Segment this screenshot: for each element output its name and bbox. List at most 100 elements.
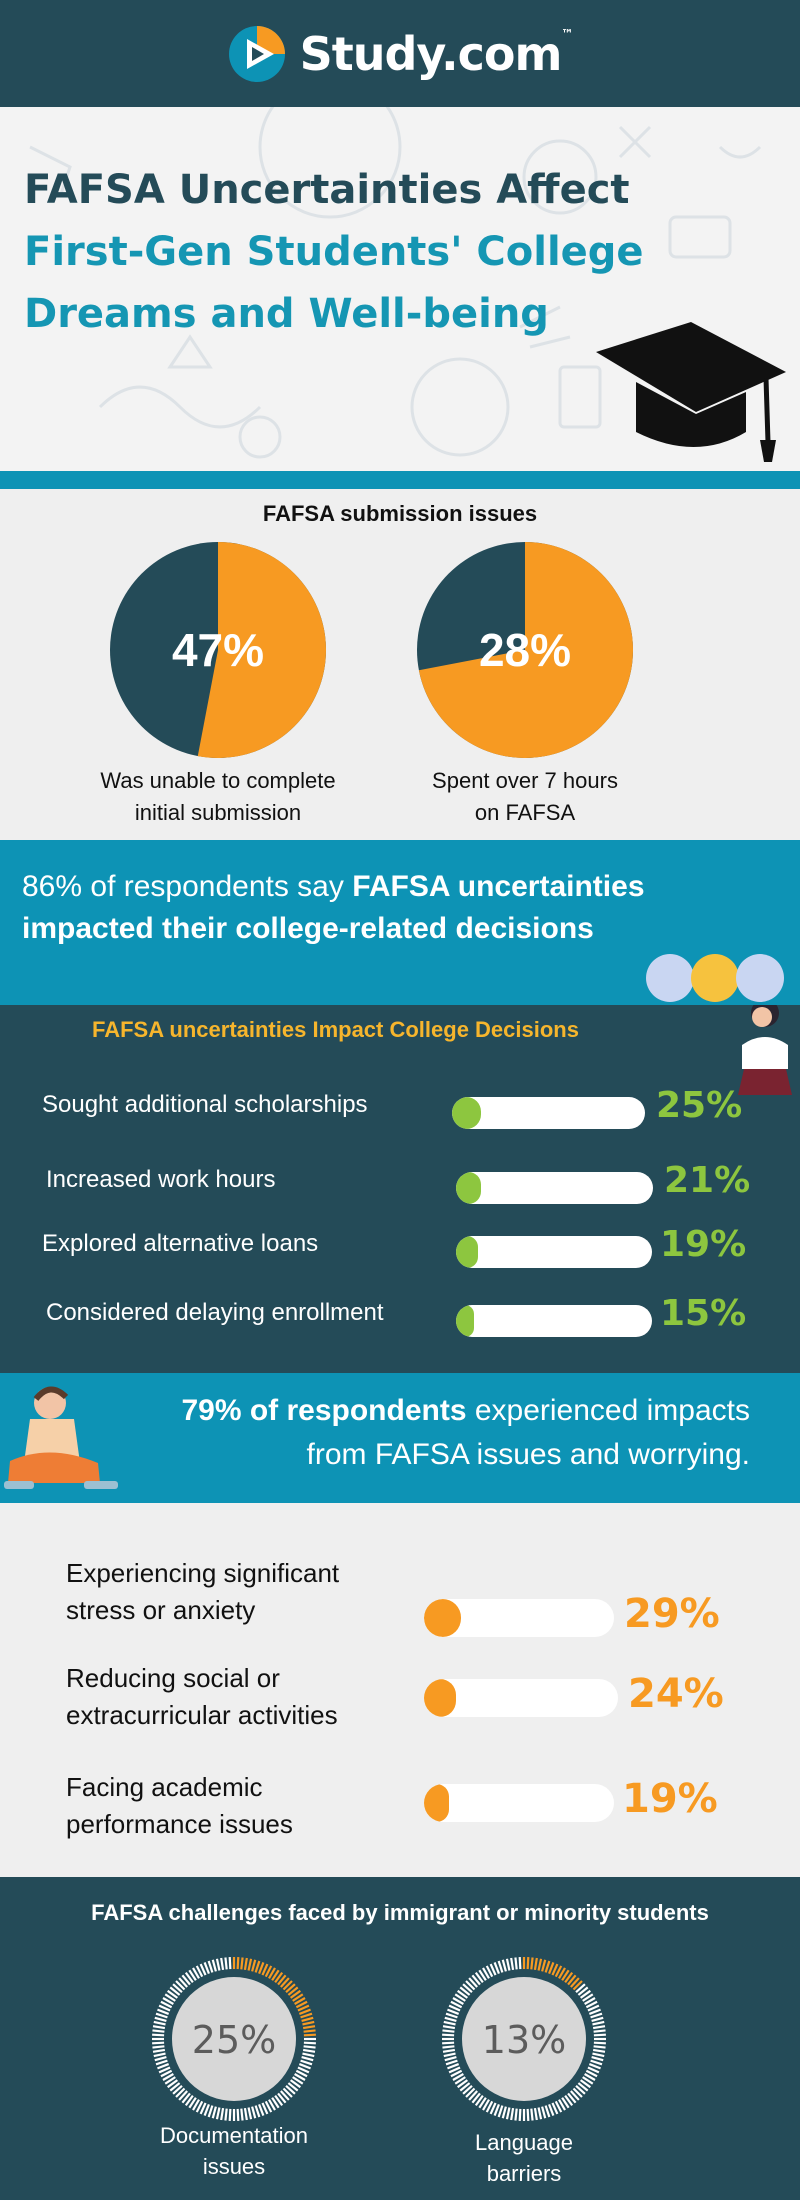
decisions-heading: FAFSA uncertainties Impact College Decis… bbox=[92, 1017, 579, 1042]
ring-tick-empty bbox=[530, 2108, 534, 2121]
ring-tick-filled bbox=[251, 1959, 257, 1972]
ring-tick-empty bbox=[228, 2108, 232, 2121]
ring-tick-empty bbox=[582, 2076, 594, 2085]
ring-center bbox=[172, 1977, 296, 2101]
decision-label: Explored alternative loans bbox=[42, 1230, 319, 1257]
decision-value: 19% bbox=[660, 1224, 747, 1265]
ring-tick-empty bbox=[247, 2107, 253, 2120]
impact-bar-track bbox=[424, 1599, 614, 1637]
ring-tick-empty bbox=[450, 2000, 463, 2009]
ring-tick-filled bbox=[258, 1962, 265, 1975]
ring-tick-filled bbox=[285, 1983, 296, 1993]
ring-tick-empty bbox=[505, 2107, 511, 2120]
stressed-student-icon bbox=[4, 1386, 118, 1489]
ring-tick-empty bbox=[505, 1958, 511, 1971]
ring-tick-empty bbox=[442, 2041, 455, 2045]
ring-tick-empty bbox=[303, 2045, 316, 2049]
ring-tick-filled bbox=[247, 1958, 253, 1971]
ring-tick-empty bbox=[178, 2090, 188, 2101]
site-header: Study.com™ bbox=[0, 0, 800, 107]
brand-name: Study.com™ bbox=[299, 26, 574, 81]
ring-tick-filled bbox=[289, 1989, 301, 1999]
ring-tick-filled bbox=[282, 1980, 293, 1991]
ring-tick-filled bbox=[295, 2000, 308, 2009]
ring-tick-empty bbox=[199, 2102, 207, 2115]
ring-tick-empty bbox=[228, 1957, 232, 1970]
ring-tick-empty bbox=[518, 1957, 522, 1970]
logo[interactable]: Study.com™ bbox=[228, 25, 573, 83]
pie-chart-seven-hours: 28% bbox=[417, 542, 633, 758]
ring-tick-filled bbox=[254, 1960, 261, 1973]
ring-tick-empty bbox=[298, 2063, 311, 2070]
decisions-banner: 86% of respondents say FAFSA uncertainti… bbox=[0, 840, 800, 1005]
ring-tick-empty bbox=[172, 2085, 183, 2095]
ring-tick-empty bbox=[172, 1983, 183, 1993]
ring-tick-empty bbox=[302, 2048, 316, 2053]
impact-bar-fill bbox=[424, 1679, 456, 1717]
ring-tick-empty bbox=[188, 2097, 197, 2109]
ring-tick-empty bbox=[157, 2008, 170, 2015]
pie-label-incomplete-submission: Was unable to complete initial submission bbox=[100, 768, 336, 825]
impact-label: Reducing social or extracurricular activi… bbox=[66, 1663, 338, 1730]
ring-tick-filled bbox=[292, 1993, 304, 2002]
ring-tick-empty bbox=[274, 2094, 284, 2106]
ring-tick-empty bbox=[442, 2048, 456, 2053]
ring-tick-empty bbox=[285, 2085, 296, 2095]
ring-tick-empty bbox=[268, 2099, 276, 2111]
ring-tick-empty bbox=[462, 1983, 473, 1993]
ring-tick-empty bbox=[153, 2052, 166, 2058]
ring-tick-empty bbox=[447, 2063, 460, 2070]
ring-tick-filled bbox=[526, 1957, 530, 1970]
ring-tick-empty bbox=[510, 1957, 515, 1971]
pie-chart-incomplete-submission: 47% bbox=[110, 542, 326, 758]
ring-tick-empty bbox=[152, 2048, 166, 2053]
ring-tick-empty bbox=[468, 2090, 478, 2101]
ring-tick-empty bbox=[236, 2108, 240, 2121]
ring-tick-filled bbox=[537, 1958, 543, 1971]
ring-tick-empty bbox=[160, 2069, 173, 2078]
ring-tick-empty bbox=[567, 2092, 577, 2104]
ring-tick-empty bbox=[287, 2082, 299, 2092]
ring-tick-empty bbox=[175, 2087, 186, 2098]
ring-tick-empty bbox=[474, 2094, 484, 2106]
ring-tick-empty bbox=[478, 1969, 487, 1981]
decision-bar-track bbox=[456, 1172, 653, 1204]
ring-tick-filled bbox=[301, 2016, 314, 2022]
ring-tick-empty bbox=[155, 2012, 168, 2019]
decision-value: 15% bbox=[660, 1293, 747, 1334]
ring-tick-empty bbox=[184, 2094, 194, 2106]
ring-tick-empty bbox=[572, 2087, 583, 2098]
ring-tick-empty bbox=[448, 2066, 461, 2074]
ring-tick-filled bbox=[561, 1969, 570, 1981]
ring-tick-empty bbox=[297, 2066, 310, 2074]
ring-tick-empty bbox=[207, 1960, 214, 1973]
ring-tick-empty bbox=[224, 1957, 228, 1970]
ring-tick-empty bbox=[593, 2029, 606, 2033]
ring-tick-empty bbox=[211, 1959, 217, 1972]
ring-tick-empty bbox=[452, 2073, 464, 2081]
ring-tick-empty bbox=[178, 1977, 188, 1988]
ring-tick-empty bbox=[590, 2059, 603, 2066]
ring-tick-empty bbox=[271, 2097, 280, 2109]
ring-tick-empty bbox=[199, 1963, 207, 1976]
ring-tick-empty bbox=[442, 2025, 456, 2030]
ring-tick-empty bbox=[591, 2056, 604, 2062]
banner-86-text: 86% of respondents say FAFSA uncertainti… bbox=[22, 870, 645, 945]
ring-tick-empty bbox=[280, 2090, 290, 2101]
ring-tick-empty bbox=[445, 2012, 458, 2019]
ring-value-label: 25% bbox=[192, 2018, 276, 2062]
ring-tick-empty bbox=[579, 2079, 591, 2089]
ring-tick-empty bbox=[485, 1965, 494, 1978]
ring-tick-filled bbox=[302, 2025, 316, 2030]
ring-label-documentation: Documentation issues bbox=[160, 2123, 308, 2179]
ring-tick-empty bbox=[224, 2108, 228, 2121]
ring-tick-filled bbox=[300, 2012, 313, 2019]
ring-tick-empty bbox=[153, 2020, 166, 2026]
ring-tick-filled bbox=[271, 1969, 280, 1981]
ring-tick-empty bbox=[164, 1993, 176, 2002]
ring-tick-filled bbox=[243, 1957, 248, 1971]
ring-tick-empty bbox=[591, 2016, 604, 2022]
ring-tick-empty bbox=[593, 2041, 606, 2045]
ring-tick-empty bbox=[533, 2107, 538, 2121]
ring-tick-filled bbox=[551, 1963, 559, 1976]
